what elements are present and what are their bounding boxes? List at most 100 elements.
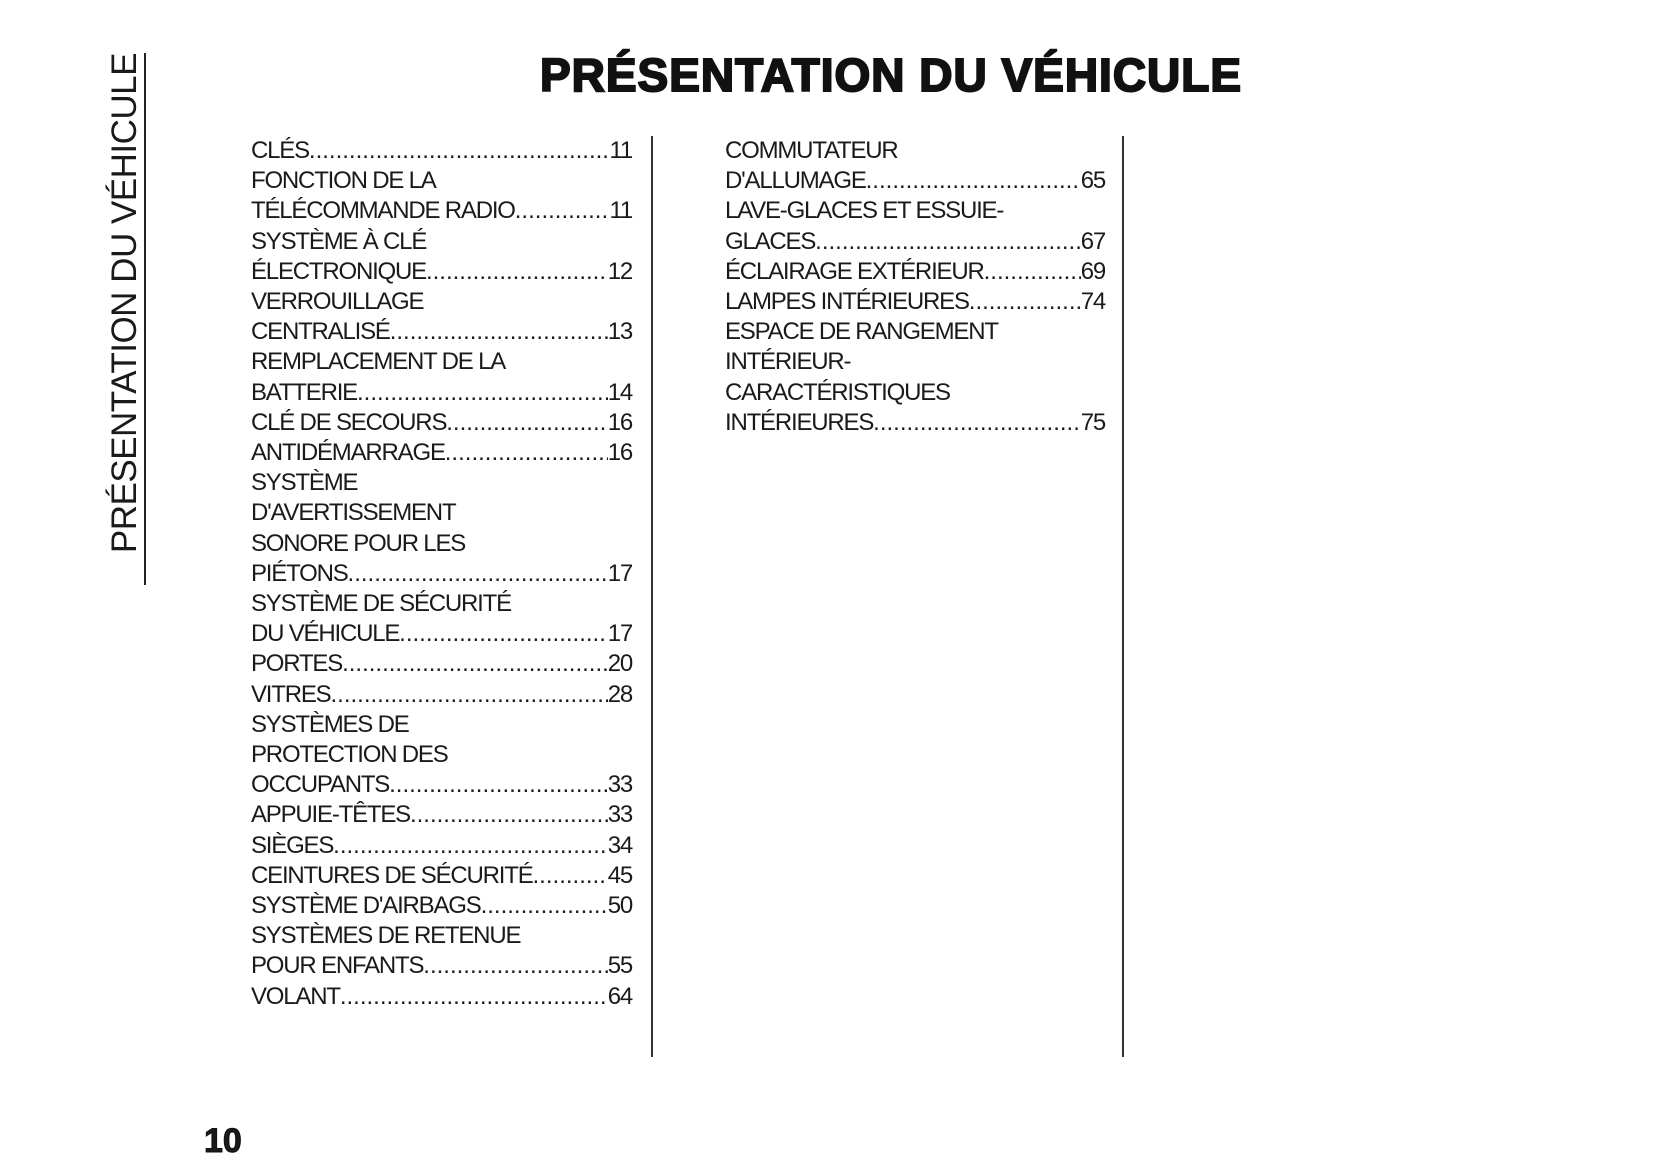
toc-entry-title-line: FONCTION DE LA	[251, 167, 437, 195]
toc-entry-leader-line: INTÉRIEURES 75	[725, 408, 1107, 438]
toc-entry-leader-line: SYSTÈME D'AIRBAGS 50	[251, 891, 634, 921]
page-title: PRÉSENTATION DU VÉHICULE	[539, 48, 1243, 102]
toc-entry-leader-line: CLÉ DE SECOURS 16	[251, 408, 634, 438]
dot-leader	[330, 680, 607, 710]
toc-entry-title: LAMPES INTÉRIEURES	[725, 288, 970, 316]
toc-entry[interactable]: SIÈGES 34	[251, 831, 633, 861]
dot-leader	[866, 166, 1081, 196]
toc-entry-title: D'ALLUMAGE	[725, 167, 867, 195]
toc-entry-title: BATTERIE	[251, 378, 358, 406]
toc-entry-title: ÉLECTRONIQUE	[251, 257, 427, 285]
toc-entry-title-line: COMMUTATEUR	[725, 137, 899, 164]
toc-entry[interactable]: CEINTURES DE SÉCURITÉ 45	[251, 861, 634, 891]
toc-entry[interactable]: SYSTÈME D'AIRBAGS 50	[251, 891, 634, 921]
toc-entry-page: 20	[607, 650, 634, 678]
toc-entry[interactable]: COMMUTATEUR D'ALLUMAGE 65	[725, 136, 1107, 196]
toc-entry-leader-line: SIÈGES 34	[251, 831, 633, 861]
toc-entry[interactable]: LAVE-GLACES ET ESSUIE-GLACES 67	[725, 196, 1106, 257]
toc-entry-leader-line: GLACES 67	[725, 227, 1106, 257]
toc-entry-page: 45	[607, 861, 634, 889]
toc-entry-page: 16	[607, 408, 634, 436]
toc-entry-leader-line: CLÉS 11	[251, 136, 633, 166]
toc-entry-page: 33	[607, 771, 634, 799]
toc-entry-title-line: CARACTÉRISTIQUES	[725, 378, 951, 406]
toc-entry-title-line: ESPACE DE RANGEMENT	[725, 318, 999, 346]
toc-entry-page: 11	[609, 137, 633, 164]
toc-entry-title: VOLANT	[251, 982, 341, 1010]
toc-entry-leader-line: VITRES 28	[251, 680, 634, 710]
toc-entry[interactable]: CLÉS 11	[251, 136, 633, 166]
toc-entry[interactable]: VOLANT 64	[251, 982, 634, 1012]
toc-entry-leader-line: CEINTURES DE SÉCURITÉ 45	[251, 861, 634, 891]
dot-leader	[984, 257, 1081, 287]
toc-entry-page: 75	[1080, 408, 1107, 436]
toc-entry-leader-line: APPUIE-TÊTES 33	[251, 800, 633, 830]
dot-leader	[815, 227, 1081, 257]
toc-entry-leader-line: PORTES 20	[251, 649, 634, 679]
toc-entry-title-line: SYSTÈMES DE RETENUE	[251, 922, 521, 950]
toc-entry-page: 50	[607, 892, 634, 920]
toc-entry-title-line: VERROUILLAGE	[251, 288, 425, 316]
toc-entry-leader-line: TÉLÉCOMMANDE RADIO 11	[251, 196, 633, 226]
toc-entry-page: 17	[607, 559, 634, 587]
toc-entry[interactable]: CLÉ DE SECOURS 16	[251, 408, 634, 438]
dot-leader	[348, 559, 608, 589]
toc-entry-leader-line: ÉCLAIRAGE EXTÉRIEUR 69	[725, 257, 1106, 287]
dot-leader	[340, 982, 608, 1012]
toc-entry-title: VITRES	[251, 680, 332, 708]
toc-entry-leader-line: POUR ENFANTS 55	[251, 951, 633, 981]
toc-entry[interactable]: LAMPES INTÉRIEURES 74	[725, 287, 1106, 317]
dot-leader	[399, 619, 608, 649]
toc-entry-leader-line: ÉLECTRONIQUE 12	[251, 257, 633, 287]
toc-entry-title: OCCUPANTS	[251, 771, 390, 799]
toc-entry-title: POUR ENFANTS	[251, 952, 424, 980]
toc-entry-title: APPUIE-TÊTES	[251, 801, 411, 829]
dot-leader	[426, 257, 608, 287]
toc-entry[interactable]: ANTIDÉMARRAGE 16	[251, 438, 633, 468]
toc-entry-title-line: LAVE-GLACES ET ESSUIE-	[725, 197, 1004, 225]
toc-entry-title: PIÉTONS	[251, 559, 349, 587]
toc-entry[interactable]: ESPACE DE RANGEMENT INTÉRIEUR- CARACTÉRIST…	[725, 317, 1107, 438]
toc-entry-page: 13	[607, 318, 634, 346]
dot-leader	[333, 831, 608, 861]
toc-entry[interactable]: APPUIE-TÊTES 33	[251, 800, 633, 830]
toc-entry[interactable]: PORTES 20	[251, 649, 634, 679]
dot-leader	[533, 861, 608, 891]
dot-leader	[481, 891, 608, 921]
dot-leader	[390, 317, 608, 347]
toc-entry-page: 17	[607, 620, 634, 648]
toc-entry[interactable]: ÉCLAIRAGE EXTÉRIEUR 69	[725, 257, 1106, 287]
page-number: 10	[204, 1122, 243, 1161]
toc-entry[interactable]: SYSTÈME D'AVERTISSEMENT SONORE POUR LES PIÉ…	[251, 468, 634, 589]
toc-entry-title-line: SYSTÈMES DE	[251, 710, 410, 738]
dot-leader	[445, 438, 608, 468]
toc-entry-title-line: D'AVERTISSEMENT	[251, 499, 457, 527]
toc-entry[interactable]: VITRES 28	[251, 680, 634, 710]
toc-entry-leader-line: PIÉTONS 17	[251, 559, 634, 589]
dot-leader	[357, 378, 608, 408]
toc-entry-leader-line: CENTRALISÉ 13	[251, 317, 634, 347]
toc-entry-page: 64	[607, 982, 634, 1010]
toc-entry-title: CLÉS	[251, 137, 310, 164]
toc-entry-leader-line: ANTIDÉMARRAGE 16	[251, 438, 633, 468]
toc-entry-page: 28	[607, 680, 634, 708]
dot-leader	[389, 770, 608, 800]
toc-entry-title: SYSTÈME D'AIRBAGS	[251, 892, 482, 920]
toc-entry-leader-line: DU VÉHICULE 17	[251, 619, 634, 649]
toc-entry-leader-line: BATTERIE 14	[251, 378, 633, 408]
toc-entry-title: CEINTURES DE SÉCURITÉ	[251, 861, 534, 889]
dot-leader	[410, 800, 608, 830]
toc-entry-page: 65	[1080, 167, 1107, 195]
toc-entry-title: CLÉ DE SECOURS	[251, 408, 447, 436]
toc-entry-title: CENTRALISÉ	[251, 318, 391, 346]
toc-entry-title-line: SYSTÈME À CLÉ	[251, 227, 427, 255]
